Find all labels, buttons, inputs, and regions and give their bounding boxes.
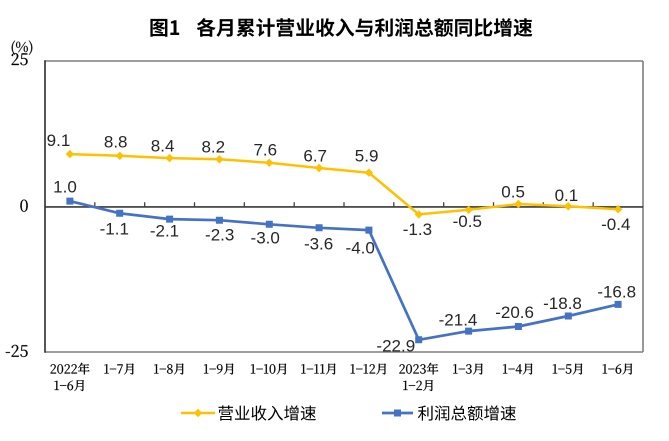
svg-text:8.2: 8.2 bbox=[201, 137, 225, 156]
svg-text:-2.1: -2.1 bbox=[150, 222, 179, 241]
svg-text:-4.0: -4.0 bbox=[346, 238, 375, 257]
svg-text:-0.5: -0.5 bbox=[453, 212, 482, 231]
svg-text:6.7: 6.7 bbox=[303, 146, 327, 165]
svg-text:-0.4: -0.4 bbox=[601, 215, 630, 234]
svg-text:7.6: 7.6 bbox=[253, 140, 277, 159]
svg-text:-22.9: -22.9 bbox=[376, 336, 415, 355]
svg-text:-2.3: -2.3 bbox=[205, 226, 234, 245]
svg-text:8.8: 8.8 bbox=[104, 133, 128, 152]
svg-text:-20.6: -20.6 bbox=[495, 303, 534, 322]
svg-text:-16.8: -16.8 bbox=[597, 283, 636, 302]
svg-text:-18.8: -18.8 bbox=[543, 294, 582, 313]
svg-text:-3.0: -3.0 bbox=[251, 228, 280, 247]
svg-text:-3.6: -3.6 bbox=[304, 235, 333, 254]
svg-text:-21.4: -21.4 bbox=[439, 311, 478, 330]
svg-text:-1.1: -1.1 bbox=[100, 220, 129, 239]
svg-text:1.0: 1.0 bbox=[53, 178, 77, 197]
svg-text:-1.3: -1.3 bbox=[403, 220, 432, 239]
svg-text:0.1: 0.1 bbox=[555, 186, 579, 205]
svg-text:9.1: 9.1 bbox=[47, 131, 71, 150]
svg-text:5.9: 5.9 bbox=[355, 146, 379, 165]
svg-text:0.5: 0.5 bbox=[501, 182, 525, 201]
svg-text:8.4: 8.4 bbox=[151, 136, 175, 155]
